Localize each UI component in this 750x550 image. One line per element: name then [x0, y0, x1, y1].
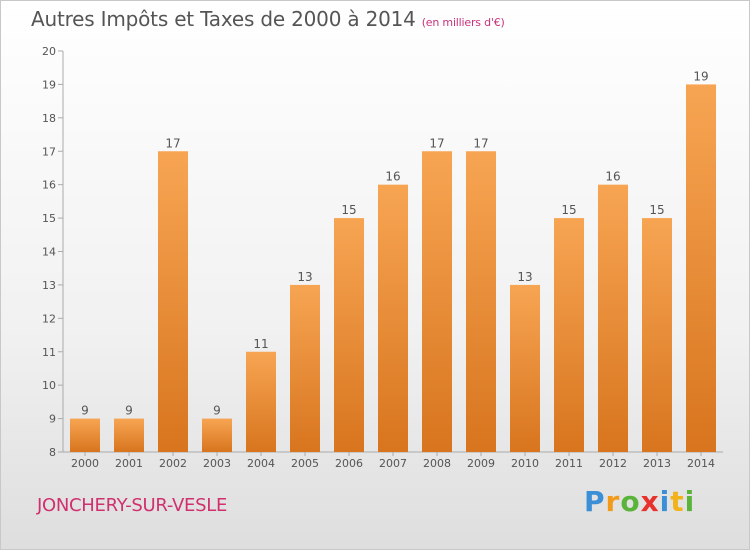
data-label: 11	[253, 337, 268, 351]
bar	[114, 418, 144, 452]
x-tick-label: 2006	[335, 457, 363, 470]
bar	[70, 418, 100, 452]
bar	[642, 218, 672, 452]
bar	[466, 151, 496, 452]
bar	[246, 351, 276, 452]
y-tick-label: 19	[42, 78, 56, 91]
y-tick-label: 8	[49, 446, 56, 459]
x-tick-label: 2000	[71, 457, 99, 470]
y-tick-label: 17	[42, 145, 56, 158]
x-tick-label: 2008	[423, 457, 451, 470]
y-tick-label: 13	[42, 279, 56, 292]
data-label: 19	[693, 69, 708, 83]
bar	[202, 418, 232, 452]
x-tick-label: 2011	[555, 457, 583, 470]
city-name: JONCHERY-SUR-VESLE	[37, 495, 228, 516]
y-tick-label: 14	[42, 246, 56, 259]
data-label: 9	[213, 404, 221, 418]
data-label: 15	[649, 203, 664, 217]
data-label: 17	[473, 136, 488, 150]
y-tick-label: 20	[42, 45, 56, 58]
data-label: 16	[385, 170, 400, 184]
x-tick-label: 2005	[291, 457, 319, 470]
x-tick-label: 2007	[379, 457, 407, 470]
y-tick-label: 16	[42, 179, 56, 192]
y-tick-label: 10	[42, 379, 56, 392]
bar	[422, 151, 452, 452]
data-label: 13	[517, 270, 532, 284]
bar	[554, 218, 584, 452]
data-label: 9	[81, 404, 89, 418]
bar	[158, 151, 188, 452]
y-tick-label: 12	[42, 312, 56, 325]
data-label: 13	[297, 270, 312, 284]
x-tick-label: 2010	[511, 457, 539, 470]
x-tick-label: 2004	[247, 457, 275, 470]
x-tick-label: 2012	[599, 457, 627, 470]
chart-labels: 2000 9 2001 9 2002 17 2003 9 2004 11 2005 13 2006 15 2…	[71, 69, 715, 470]
x-tick-label: 2003	[203, 457, 231, 470]
data-label: 16	[605, 170, 620, 184]
y-tick-label: 9	[49, 413, 56, 426]
x-tick-label: 2002	[159, 457, 187, 470]
bar	[686, 84, 716, 453]
chart-subtitle: (en milliers d'€)	[421, 16, 505, 29]
bar	[598, 184, 628, 452]
y-tick-label: 11	[42, 346, 56, 359]
proxiti-logo: Proxiti	[584, 485, 696, 518]
bar	[290, 284, 320, 452]
x-tick-label: 2009	[467, 457, 495, 470]
x-tick-label: 2014	[687, 457, 715, 470]
x-tick-label: 2001	[115, 457, 143, 470]
data-label: 15	[561, 203, 576, 217]
bar	[510, 284, 540, 452]
data-label: 9	[125, 404, 133, 418]
data-label: 15	[341, 203, 356, 217]
data-label: 17	[429, 136, 444, 150]
data-label: 17	[165, 136, 180, 150]
chart-bars	[70, 84, 716, 453]
chart-axes: 8 9 10 11 12 13 14 15 16 17 18 19 20	[42, 45, 723, 459]
x-tick-label: 2013	[643, 457, 671, 470]
chart-title-text: Autres Impôts et Taxes de 2000 à 2014	[31, 7, 416, 31]
y-tick-label: 18	[42, 112, 56, 125]
bar	[334, 218, 364, 452]
y-tick-label: 15	[42, 212, 56, 225]
bar	[378, 184, 408, 452]
chart-title: Autres Impôts et Taxes de 2000 à 2014 (en…	[31, 7, 505, 31]
